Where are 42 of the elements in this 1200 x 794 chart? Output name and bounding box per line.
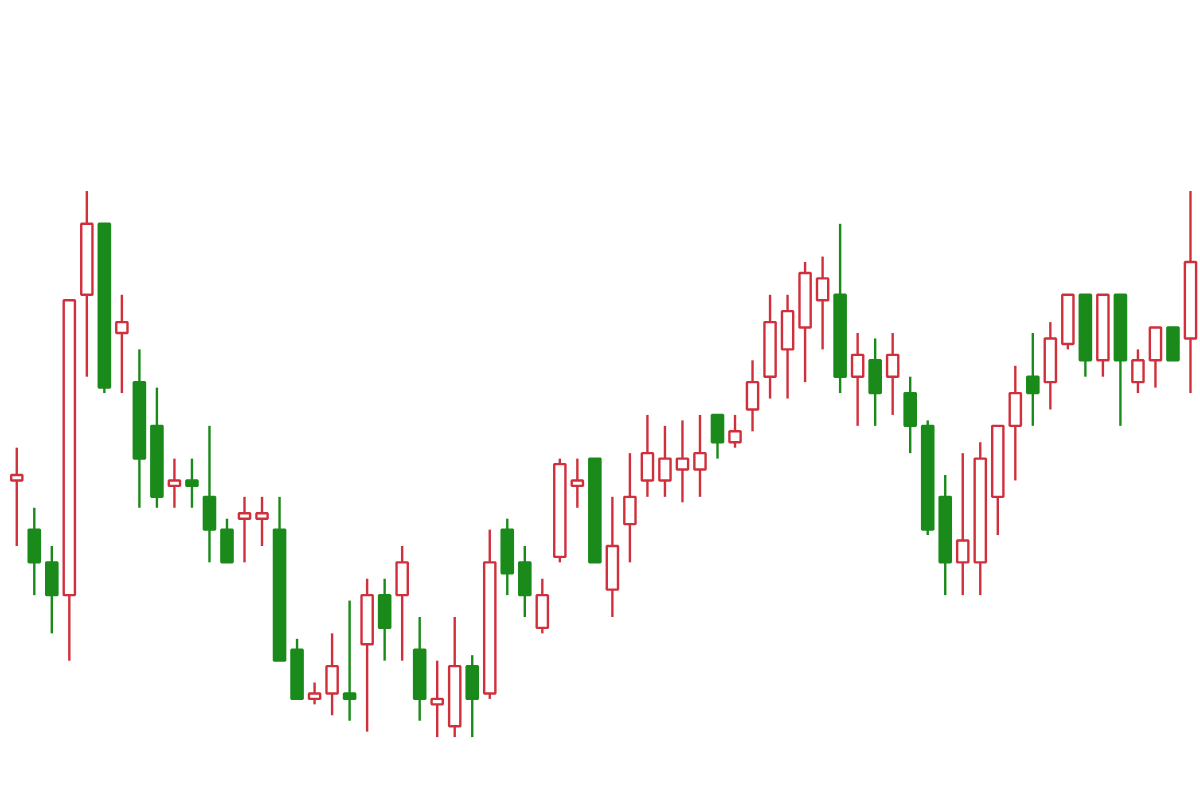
candlestick: [535, 577, 550, 635]
candlestick: [220, 517, 234, 564]
candlestick: [202, 424, 217, 564]
candlestick: [500, 517, 515, 597]
candlestick: [780, 293, 795, 400]
candlestick: [377, 577, 392, 662]
candlestick: [307, 681, 322, 706]
candlestick: [325, 632, 339, 717]
candlestick: [465, 654, 480, 739]
candlestick: [1043, 320, 1058, 411]
candlestick: [9, 446, 24, 548]
candlestick: [167, 457, 182, 509]
candlestick: [693, 413, 707, 499]
candlestick: [1131, 348, 1145, 395]
candlestick: [605, 495, 620, 619]
candlestick: [237, 495, 252, 564]
candlestick: [658, 424, 672, 499]
candlestick: [342, 599, 357, 722]
candlestick: [27, 506, 42, 597]
candlestick: [115, 293, 129, 395]
candlestick: [1166, 326, 1180, 362]
candlestick: [1008, 364, 1023, 482]
candlestick: [517, 544, 532, 619]
candlestick: [395, 544, 409, 662]
candlestick: [675, 419, 690, 504]
candlestick: [570, 457, 585, 509]
candlestick: [640, 413, 655, 499]
candlestick: [45, 544, 59, 635]
candlestick: [850, 331, 865, 428]
candlestick: [815, 255, 830, 351]
candlestick: [710, 413, 725, 460]
candlestick: [1148, 326, 1163, 389]
candlestick: [903, 375, 917, 455]
candlestick: [623, 451, 637, 564]
candlestick: [1026, 331, 1040, 428]
candlestick: [255, 495, 269, 548]
candlestick: [745, 359, 760, 433]
candlestick: [885, 331, 900, 417]
candlestick: [430, 659, 445, 739]
candlestick: [728, 413, 742, 449]
candlestick: [868, 337, 882, 428]
candlestick: [185, 457, 199, 509]
